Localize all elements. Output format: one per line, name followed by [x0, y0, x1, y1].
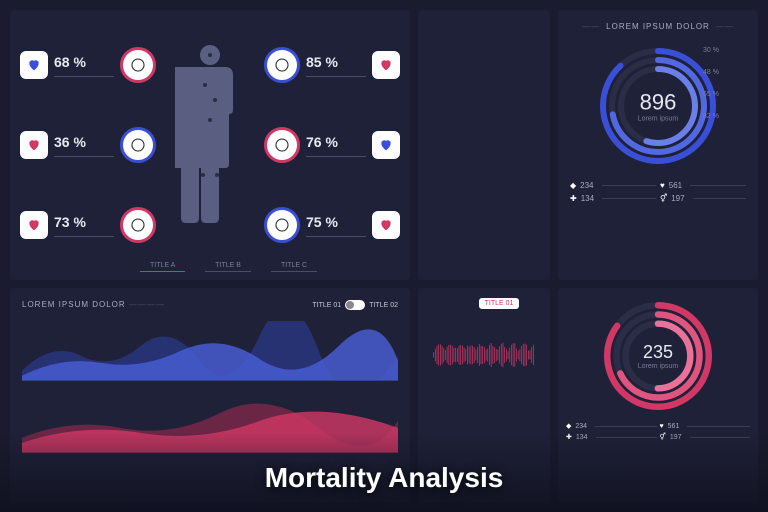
body-stat-row: 76 % [260, 127, 400, 163]
wave-tooltip: TITLE 01 [479, 298, 520, 309]
stat-percent: 36 % [54, 134, 114, 150]
stat-percent: 68 % [54, 54, 114, 70]
stat-percent: 76 % [306, 134, 366, 150]
body-footer-tabs: TITLE A TITLE B TITLE C [140, 260, 317, 272]
donut-title: LOREM IPSUM DOLOR [570, 22, 746, 31]
mini-stat: ♥561 [660, 422, 751, 430]
stomach-icon [264, 127, 300, 163]
spacer-panel [418, 10, 550, 280]
body-tab[interactable]: TITLE A [140, 260, 185, 272]
waveform-chart: TITLE 01 [430, 300, 538, 410]
brain-icon [264, 47, 300, 83]
mini-stat: ⚥197 [660, 194, 746, 203]
lungs-icon [264, 207, 300, 243]
donut-mini-stats: ◆234 ♥561 ✚134 ⚥197 [570, 181, 746, 203]
body-right-stats: 85 % 76 % 75 % [260, 25, 400, 265]
donut-blue-panel: LOREM IPSUM DOLOR 896 Lorem ipsum 30 % 4… [558, 10, 758, 280]
human-silhouette-icon [175, 45, 245, 245]
body-stat-row: 85 % [260, 47, 400, 83]
toggle-switch-icon[interactable] [345, 300, 365, 310]
kidneys-icon [120, 127, 156, 163]
stat-percent: 75 % [306, 214, 366, 230]
chart-toggle[interactable]: TITLE 01 TITLE 02 [312, 300, 398, 310]
heart-badge-icon [20, 51, 48, 79]
mini-stat: ✚134 [570, 194, 656, 203]
mini-stat: ◆234 [566, 422, 657, 430]
body-anatomy-panel: 68 % 36 % 73 % [10, 10, 410, 280]
heart-badge-icon [20, 131, 48, 159]
body-left-stats: 68 % 36 % 73 % [20, 25, 160, 265]
stat-percent: 73 % [54, 214, 114, 230]
donut-label: Lorem ipsum [638, 116, 678, 123]
bone-icon [120, 207, 156, 243]
heart-icon [120, 47, 156, 83]
stat-percent: 85 % [306, 54, 366, 70]
body-stat-row: 36 % [20, 127, 160, 163]
mini-stat: ◆234 [570, 181, 656, 190]
body-tab[interactable]: TITLE C [271, 260, 317, 272]
body-tab[interactable]: TITLE B [205, 260, 251, 272]
body-silhouette-wrap [160, 25, 260, 265]
body-stat-row: 75 % [260, 207, 400, 243]
heart-badge-icon [372, 211, 400, 239]
donut-blue-chart: 896 Lorem ipsum 30 % 48 % 65 % 82 % [593, 41, 723, 171]
body-stat-row: 68 % [20, 47, 160, 83]
heart-badge-icon [372, 51, 400, 79]
heart-badge-icon [20, 211, 48, 239]
mini-stat: ♥561 [660, 181, 746, 190]
heart-badge-icon [372, 131, 400, 159]
donut-pink-chart: 235 Lorem ipsum [598, 296, 718, 416]
body-stat-row: 73 % [20, 207, 160, 243]
area-chart-blue [22, 321, 398, 381]
donut-value: 896 [638, 90, 678, 116]
page-title: Mortality Analysis [265, 462, 504, 494]
donut-value: 235 [638, 342, 678, 363]
donut-label: Lorem ipsum [638, 363, 678, 370]
